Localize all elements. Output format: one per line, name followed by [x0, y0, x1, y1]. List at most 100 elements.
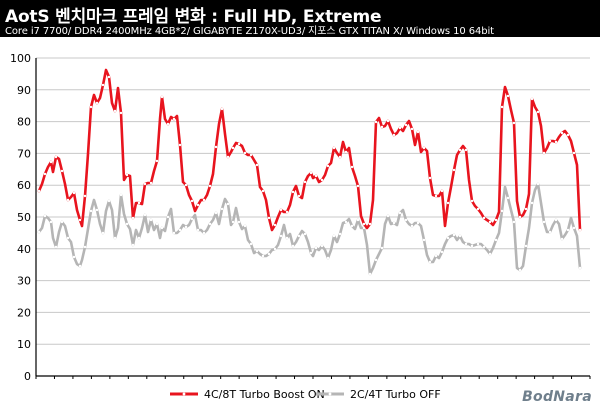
data-point: [203, 232, 205, 234]
line-chart: 01020304050607080901004C/8T Turbo Boost …: [0, 37, 600, 409]
data-point: [304, 233, 306, 235]
data-point: [274, 224, 276, 226]
data-point: [459, 235, 461, 237]
data-point: [459, 149, 461, 151]
data-point: [114, 110, 116, 112]
data-point: [399, 127, 401, 129]
data-point: [333, 235, 335, 237]
data-point: [90, 210, 92, 212]
data-point: [298, 195, 300, 197]
data-point: [537, 111, 539, 113]
data-point: [61, 170, 63, 172]
data-point: [179, 229, 181, 231]
data-point: [61, 221, 63, 223]
data-point: [144, 214, 146, 216]
data-point: [227, 203, 229, 205]
data-point: [531, 202, 533, 204]
data-point: [262, 255, 264, 257]
data-point: [250, 243, 252, 245]
data-point: [423, 239, 425, 241]
chart-header: AotS 벤치마크 프레임 변화 : Full HD, Extreme Core…: [0, 0, 600, 37]
data-point: [191, 218, 193, 220]
data-point: [67, 237, 69, 239]
data-point: [304, 181, 306, 183]
data-point: [156, 160, 158, 162]
legend-swatch-marker: [329, 393, 332, 396]
data-point: [90, 106, 92, 108]
data-point: [256, 164, 258, 166]
data-point: [120, 112, 122, 114]
data-point: [126, 174, 128, 176]
data-point: [55, 156, 57, 158]
data-point: [144, 183, 146, 185]
data-point: [50, 221, 52, 223]
data-point: [179, 144, 181, 146]
data-point: [525, 245, 527, 247]
data-point: [197, 229, 199, 231]
data-point: [232, 147, 234, 149]
y-tick-label: 40: [17, 243, 31, 256]
data-point: [256, 250, 258, 252]
y-tick-label: 90: [17, 84, 31, 97]
data-point: [537, 183, 539, 185]
data-point: [507, 95, 509, 97]
data-point: [132, 244, 134, 246]
data-point: [150, 219, 152, 221]
data-point: [327, 257, 329, 259]
data-point: [250, 154, 252, 156]
data-point: [102, 84, 104, 86]
data-point: [453, 169, 455, 171]
data-point: [441, 251, 443, 253]
data-point: [327, 165, 329, 167]
data-point: [167, 216, 169, 218]
data-point: [345, 221, 347, 223]
data-point: [73, 256, 75, 258]
data-point: [381, 126, 383, 128]
data-point: [477, 243, 479, 245]
data-point: [387, 215, 389, 217]
data-point: [315, 247, 317, 249]
data-point: [173, 232, 175, 234]
data-point: [513, 221, 515, 223]
data-point: [126, 223, 128, 225]
y-tick-label: 60: [17, 179, 31, 192]
data-point: [549, 231, 551, 233]
data-point: [447, 202, 449, 204]
data-point: [489, 253, 491, 255]
data-point: [519, 216, 521, 218]
data-point: [96, 209, 98, 211]
data-point: [150, 182, 152, 184]
data-point: [495, 219, 497, 221]
data-point: [114, 237, 116, 239]
data-point: [310, 252, 312, 254]
data-point: [399, 212, 401, 214]
data-point: [561, 238, 563, 240]
data-point: [501, 106, 503, 108]
data-point: [579, 267, 581, 269]
data-point: [405, 219, 407, 221]
data-point: [209, 223, 211, 225]
data-point: [102, 232, 104, 234]
data-point: [108, 76, 110, 78]
y-tick-label: 50: [17, 211, 31, 224]
data-point: [167, 123, 169, 125]
data-point: [471, 200, 473, 202]
data-point: [79, 265, 81, 267]
data-point: [531, 98, 533, 100]
data-point: [274, 248, 276, 250]
data-point: [435, 195, 437, 197]
data-point: [191, 200, 193, 202]
data-point: [477, 208, 479, 210]
data-point: [519, 269, 521, 271]
data-point: [567, 134, 569, 136]
data-point: [280, 235, 282, 237]
data-point: [573, 152, 575, 154]
data-point: [161, 227, 163, 229]
data-point: [369, 273, 371, 275]
data-point: [44, 173, 46, 175]
data-point: [173, 118, 175, 120]
data-point: [417, 222, 419, 224]
data-point: [310, 172, 312, 174]
data-point: [292, 245, 294, 247]
y-tick-label: 20: [17, 306, 31, 319]
